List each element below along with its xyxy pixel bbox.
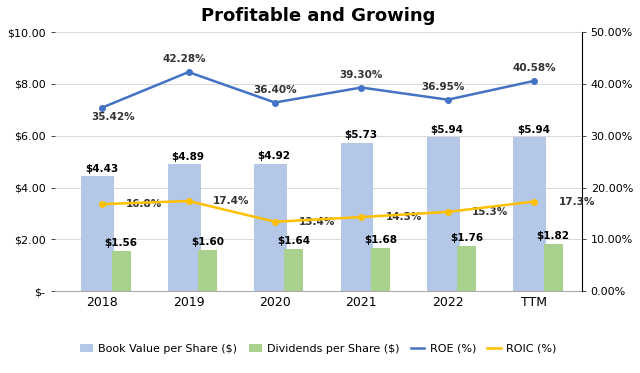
ROE (%) [99,106,106,110]
Text: 40.58%: 40.58% [512,63,556,73]
ROE (%) [358,85,365,90]
Text: 17.3%: 17.3% [558,197,595,207]
ROE (%) [185,70,193,74]
Text: 36.40%: 36.40% [253,85,297,95]
Bar [81,176,114,291]
Line: ROE (%): ROE (%) [99,69,537,110]
Text: 36.95%: 36.95% [422,82,465,92]
Legend: Book Value per Share ($), Dividends per Share ($), ROE (%), ROIC (%): Book Value per Share ($), Dividends per … [75,339,561,358]
ROE (%) [531,79,538,83]
Bar [427,137,460,291]
Text: $1.76: $1.76 [450,233,483,243]
Text: $4.89: $4.89 [172,152,204,162]
Text: 15.3%: 15.3% [472,207,508,217]
Bar [168,164,200,291]
Bar [340,143,373,291]
Bar [513,137,546,291]
ROIC (%) [531,199,538,204]
ROIC (%) [99,202,106,206]
Bar [284,249,303,291]
Bar [198,250,217,291]
Title: Profitable and Growing: Profitable and Growing [201,7,435,25]
Bar [371,248,390,291]
Text: $1.82: $1.82 [536,231,570,241]
ROE (%) [271,100,279,105]
Text: 42.28%: 42.28% [163,54,206,64]
Bar [543,244,563,291]
Text: $5.94: $5.94 [517,125,550,135]
Text: $1.68: $1.68 [364,235,397,245]
Text: $4.43: $4.43 [85,164,118,174]
Text: $4.92: $4.92 [258,151,291,161]
ROIC (%) [444,210,452,214]
ROE (%) [444,97,452,102]
Line: ROIC (%): ROIC (%) [99,198,537,225]
Text: $5.73: $5.73 [344,130,377,140]
Text: $1.64: $1.64 [277,236,310,246]
Text: 14.3%: 14.3% [385,212,422,222]
Text: 13.4%: 13.4% [299,217,335,227]
Text: 16.8%: 16.8% [126,199,163,209]
Text: 35.42%: 35.42% [92,112,135,122]
Bar [457,245,476,291]
Bar [254,164,287,291]
Text: 39.30%: 39.30% [340,70,383,80]
Text: $5.94: $5.94 [431,125,463,135]
Text: $1.60: $1.60 [191,237,224,247]
Bar [111,251,131,291]
ROIC (%) [358,215,365,219]
Text: $1.56: $1.56 [104,238,138,248]
ROIC (%) [271,219,279,224]
ROIC (%) [185,199,193,203]
Text: 17.4%: 17.4% [212,196,249,206]
